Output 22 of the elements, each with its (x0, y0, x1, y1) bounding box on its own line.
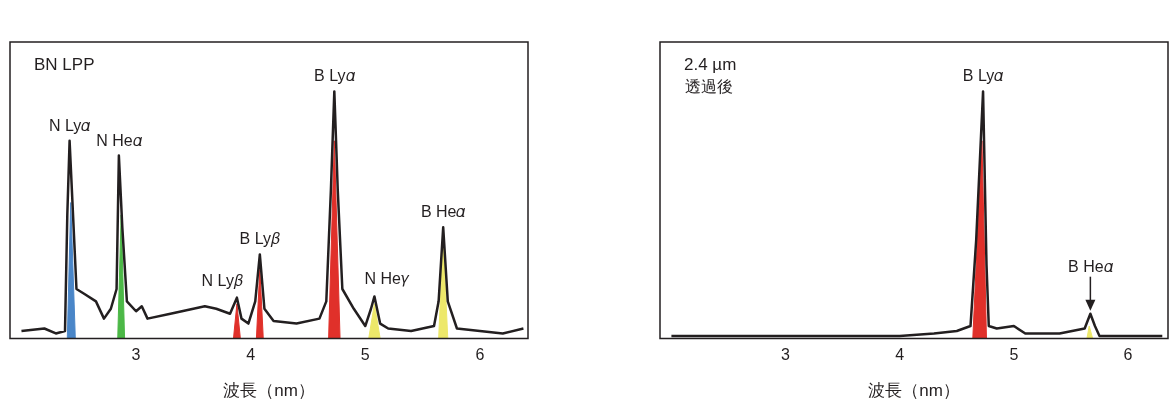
annotation: N Ly𝛽 (201, 271, 243, 289)
chart-subtitle: 透過後 (684, 78, 733, 95)
annotation: B Ly𝛼 (314, 67, 355, 85)
annotation: N Ly𝛼 (48, 116, 91, 134)
x-tick-label: 5 (1009, 346, 1019, 364)
x-tick-label: 6 (1123, 346, 1133, 364)
x-tick-label: 3 (781, 346, 791, 364)
annotation: B He𝛼 (420, 203, 466, 221)
x-tick-label: 6 (475, 346, 485, 364)
x-tick-label: 3 (131, 346, 141, 364)
x-tick-label: 5 (360, 346, 370, 364)
annotation: N He𝛼 (96, 131, 142, 149)
x-axis-title: 波長（nm） (223, 381, 315, 401)
annotation: B He𝛼 (1068, 257, 1113, 275)
x-tick-label: 4 (246, 346, 256, 364)
chart-title: BN LPP (34, 55, 95, 74)
annotation: B Ly𝛼 (962, 67, 1004, 85)
annotation: N He𝛾 (364, 270, 410, 288)
x-tick-label: 4 (895, 346, 905, 364)
annotation: B Ly𝛽 (239, 230, 281, 248)
x-axis-title: 波長（nm） (868, 381, 960, 401)
chart-title: 2.4 µm (684, 55, 737, 74)
